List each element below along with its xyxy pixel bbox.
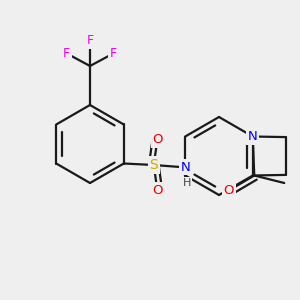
Text: S: S [149,158,158,172]
Text: O: O [152,133,163,146]
Text: N: N [180,161,190,174]
Text: H: H [183,178,191,188]
Text: F: F [110,47,117,60]
Text: O: O [152,184,163,197]
Text: N: N [248,130,258,143]
Text: O: O [224,184,234,197]
Text: F: F [63,47,70,60]
Text: F: F [86,34,94,47]
